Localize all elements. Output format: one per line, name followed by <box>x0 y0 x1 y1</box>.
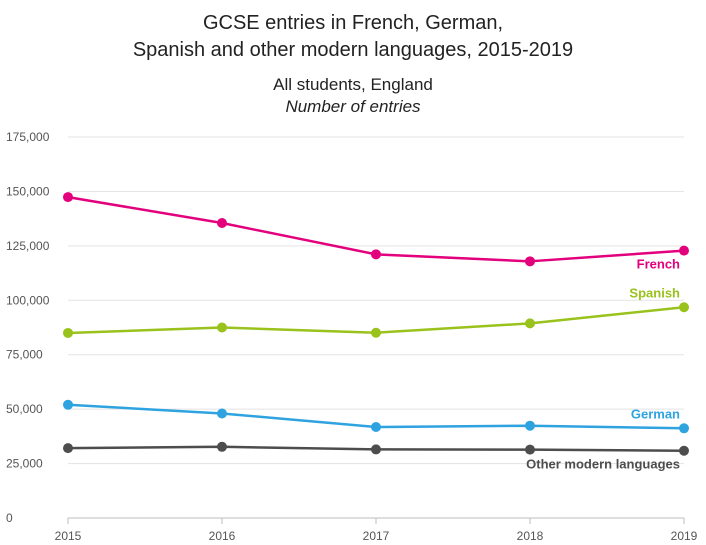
chart-title: GCSE entries in French, German, Spanish … <box>0 10 706 64</box>
data-point-german <box>217 408 227 419</box>
series-label-german: German <box>631 406 680 421</box>
data-point-french <box>371 249 381 260</box>
x-tick-label: 2017 <box>363 529 390 543</box>
y-tick-label: 25,000 <box>6 457 43 471</box>
series-label-spanish: Spanish <box>629 285 680 300</box>
x-tick-label: 2018 <box>517 529 544 543</box>
series-label-other-modern-languages: Other modern languages <box>526 457 680 472</box>
y-tick-label: 75,000 <box>6 348 43 362</box>
data-point-french <box>63 192 73 203</box>
series-label-french: French <box>637 257 680 272</box>
y-tick-label: 125,000 <box>6 239 50 253</box>
chart-unit-label: Number of entries <box>285 97 421 116</box>
data-point-spanish <box>217 322 227 333</box>
x-tick-label: 2015 <box>55 529 82 543</box>
data-point-other-modern-languages <box>525 444 535 455</box>
data-point-french <box>525 256 535 267</box>
data-point-other-modern-languages <box>217 441 227 452</box>
y-tick-label: 175,000 <box>6 130 50 144</box>
data-point-other-modern-languages <box>371 444 381 455</box>
chart-subtitle: All students, England <box>273 75 433 94</box>
data-point-spanish <box>371 327 381 338</box>
data-point-german <box>371 421 381 432</box>
data-point-french <box>679 245 689 256</box>
data-point-other-modern-languages <box>63 443 73 454</box>
chart-header: GCSE entries in French, German, Spanish … <box>0 0 706 118</box>
y-tick-label: 0 <box>6 511 13 525</box>
x-tick-label: 2016 <box>209 529 236 543</box>
data-point-other-modern-languages <box>679 445 689 456</box>
y-tick-label: 100,000 <box>6 293 50 307</box>
data-point-spanish <box>679 302 689 313</box>
data-point-german <box>525 420 535 431</box>
data-point-german <box>679 423 689 434</box>
y-tick-label: 50,000 <box>6 402 43 416</box>
data-point-spanish <box>525 318 535 329</box>
data-point-french <box>217 217 227 228</box>
chart-title-line-2: Spanish and other modern languages, 2015… <box>132 39 574 61</box>
chart-title-line-1: GCSE entries in French, German, <box>202 12 504 34</box>
data-point-spanish <box>63 327 73 338</box>
data-point-german <box>63 399 73 410</box>
y-tick-label: 150,000 <box>6 184 50 198</box>
x-tick-label: 2019 <box>671 529 698 543</box>
